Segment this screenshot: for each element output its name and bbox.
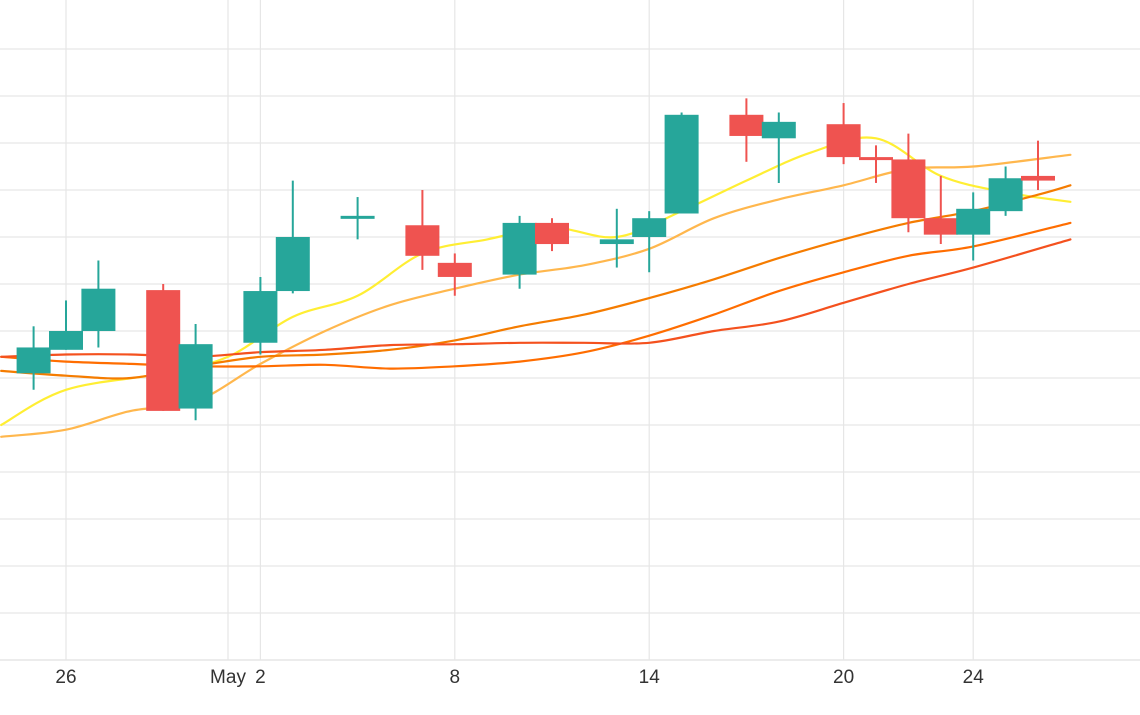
candle-down: [923, 175, 958, 245]
candle-up: [956, 192, 991, 261]
candle-body: [81, 288, 116, 331]
candles: [16, 98, 1055, 421]
candle-body: [502, 222, 537, 275]
candle-up: [340, 197, 375, 240]
candle-down: [535, 218, 569, 252]
candle-up: [502, 215, 537, 289]
candle-up: [632, 211, 667, 273]
x-tick-label: 8: [450, 667, 461, 688]
candle-body: [761, 121, 796, 139]
x-tick-label: 20: [833, 667, 854, 688]
candle-body: [146, 290, 181, 411]
candle-down: [859, 145, 893, 183]
x-tick-label: May: [210, 667, 246, 688]
candle-body: [826, 124, 861, 158]
candle-up: [178, 323, 213, 421]
candle-body: [891, 159, 926, 219]
candle-down: [729, 98, 764, 162]
candle-body: [405, 225, 440, 256]
candle-down: [405, 190, 440, 270]
candle-up: [761, 112, 796, 183]
candle-body: [859, 157, 893, 161]
candle-body: [664, 114, 699, 214]
candle-down: [1021, 140, 1055, 190]
candle-body: [340, 215, 375, 219]
candle-up: [988, 166, 1023, 216]
x-tick-label: 24: [963, 667, 985, 688]
candle-body: [535, 222, 569, 245]
candle-body: [178, 344, 213, 409]
candle-up: [49, 300, 83, 350]
x-tick-label: 2: [255, 667, 266, 688]
candle-body: [729, 114, 764, 136]
candle-down: [826, 103, 861, 165]
candle-body: [923, 218, 958, 235]
candle-body: [49, 331, 83, 350]
candle-body: [956, 208, 991, 235]
candle-body: [437, 262, 472, 277]
grid: [0, 0, 1140, 661]
candle-down: [146, 284, 181, 411]
candle-body: [988, 178, 1023, 212]
candle-body: [16, 347, 51, 374]
candle-up: [16, 326, 51, 390]
candle-down: [891, 133, 926, 233]
candle-body: [632, 218, 667, 237]
candle-down: [437, 253, 472, 296]
candle-up: [275, 180, 310, 294]
candle-body: [1021, 175, 1055, 181]
candle-body: [275, 237, 310, 292]
candle-body: [599, 239, 634, 245]
candle-up: [243, 276, 278, 355]
candle-up: [81, 260, 116, 348]
candle-up: [599, 208, 634, 268]
x-axis: 26 May 2 8 14 20 24: [55, 667, 984, 688]
x-tick-label: 14: [639, 667, 661, 688]
x-tick-label: 26: [55, 667, 76, 688]
candle-body: [243, 291, 278, 343]
candle-up: [664, 112, 699, 214]
